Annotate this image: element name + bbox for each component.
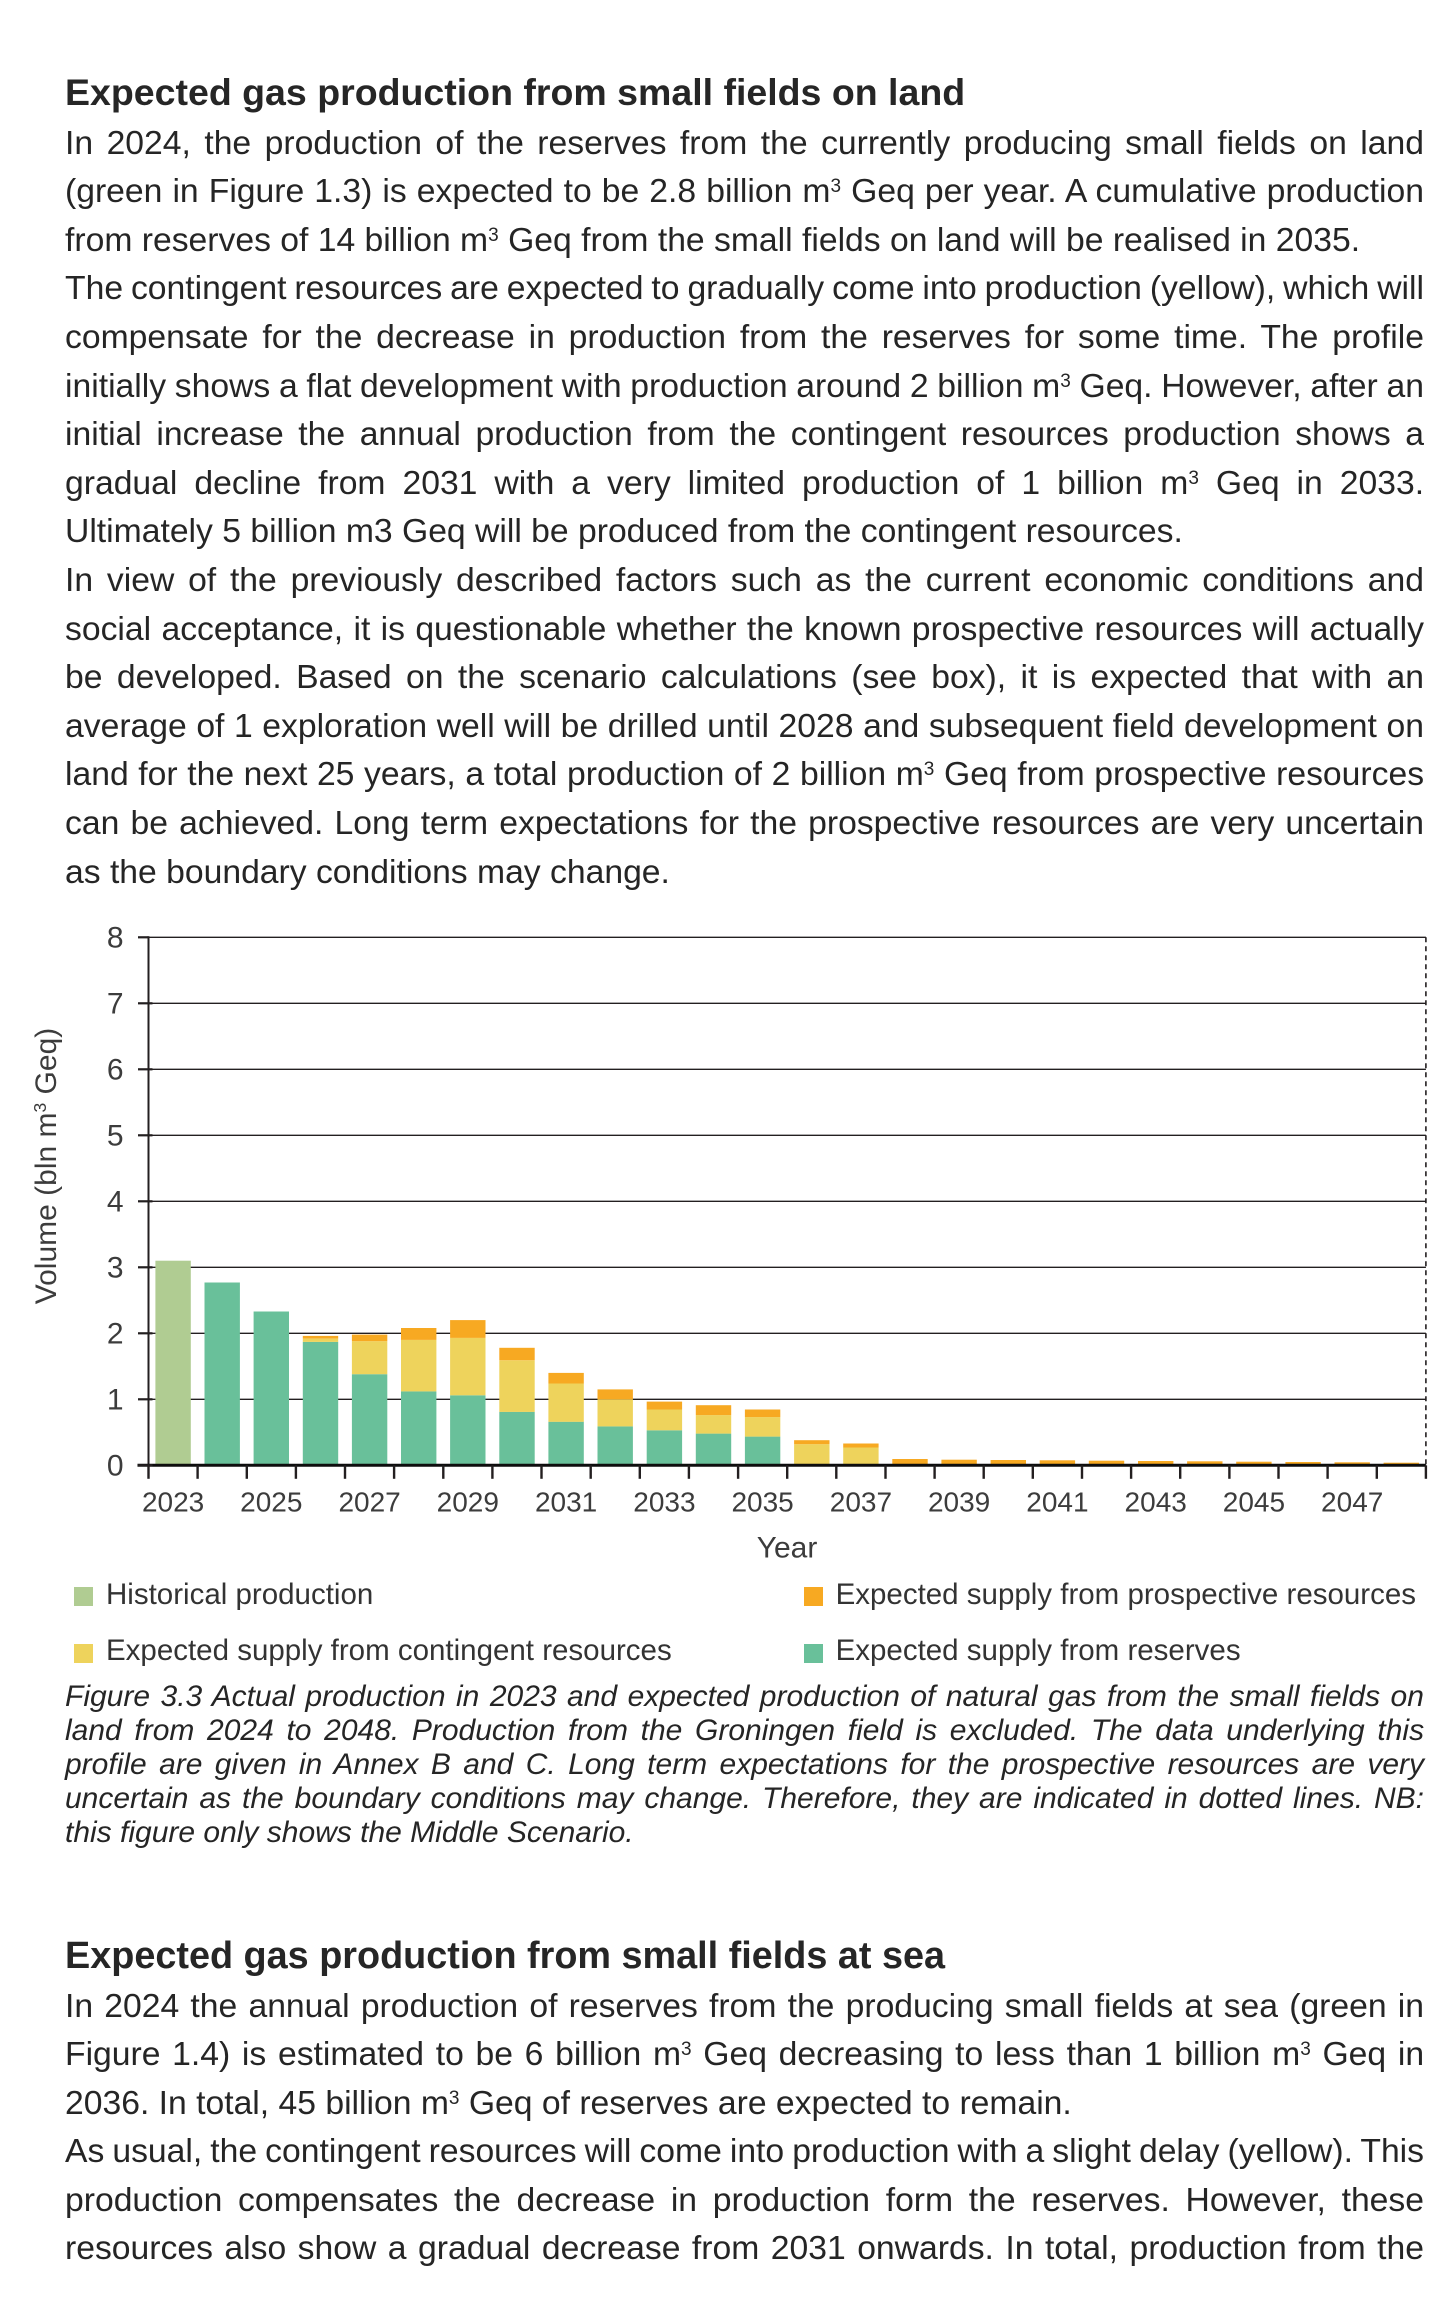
svg-text:Year: Year (757, 1531, 818, 1564)
svg-text:2023: 2023 (142, 1486, 204, 1517)
svg-text:4: 4 (107, 1186, 124, 1219)
svg-text:8: 8 (107, 922, 124, 955)
svg-text:2031: 2031 (535, 1486, 597, 1517)
svg-text:2025: 2025 (240, 1486, 302, 1517)
svg-text:2: 2 (107, 1318, 124, 1351)
svg-text:2039: 2039 (928, 1486, 990, 1517)
svg-text:2047: 2047 (1321, 1486, 1383, 1517)
svg-text:2029: 2029 (437, 1486, 499, 1517)
svg-text:7: 7 (107, 988, 124, 1021)
svg-text:2037: 2037 (830, 1486, 892, 1517)
svg-text:0: 0 (107, 1450, 124, 1483)
svg-text:2035: 2035 (731, 1486, 793, 1517)
svg-text:Volume (bln m3 Geq): Volume (bln m3 Geq) (30, 1028, 63, 1305)
svg-text:2043: 2043 (1125, 1486, 1187, 1517)
svg-text:3: 3 (107, 1252, 124, 1285)
svg-text:2045: 2045 (1223, 1486, 1285, 1517)
svg-text:2027: 2027 (338, 1486, 400, 1517)
svg-text:2033: 2033 (633, 1486, 695, 1517)
svg-text:6: 6 (107, 1054, 124, 1087)
svg-text:5: 5 (107, 1120, 124, 1153)
svg-text:2041: 2041 (1026, 1486, 1088, 1517)
svg-text:1: 1 (107, 1384, 124, 1417)
